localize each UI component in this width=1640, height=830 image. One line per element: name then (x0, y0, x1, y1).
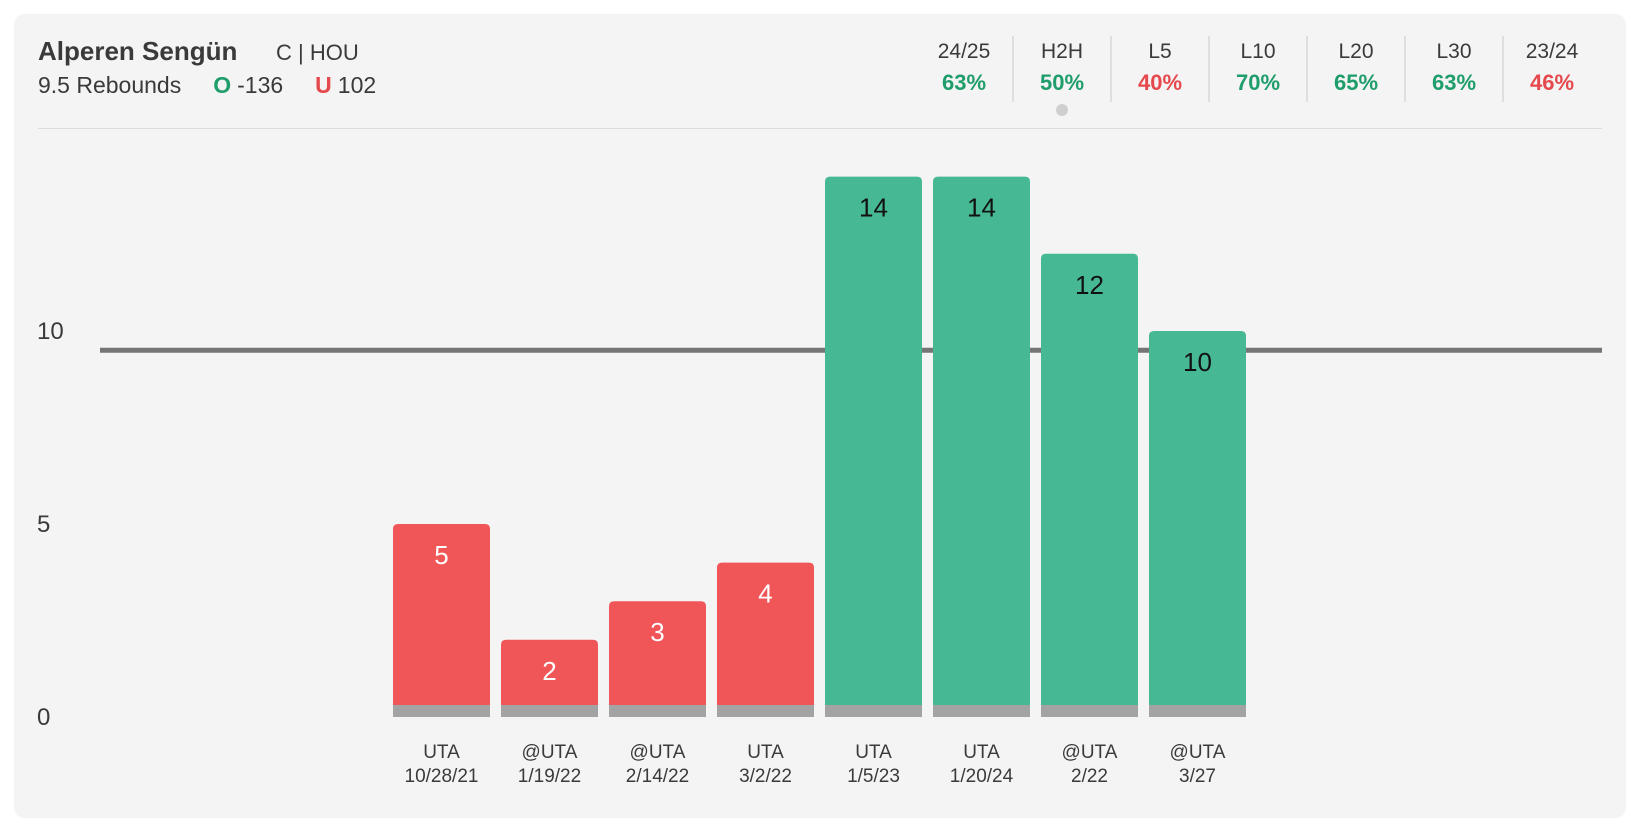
tab-label: H2H (1040, 40, 1083, 63)
header-divider (38, 128, 1602, 129)
bar (609, 601, 706, 717)
y-tick-label: 10 (37, 318, 64, 345)
tab-label: 24/25 (937, 40, 991, 63)
bar-value-label: 2 (542, 656, 556, 686)
tab-value: 46% (1529, 70, 1575, 95)
bar (717, 562, 814, 717)
bar-base (1149, 705, 1246, 717)
x-tick-opponent: UTA (855, 742, 892, 763)
x-tick-date: 3/2/22 (739, 766, 792, 787)
bar-value-label: 4 (758, 579, 772, 609)
prop-line: 9.5 Rebounds O -136 U 102 (38, 72, 376, 99)
tab-label: L10 (1240, 40, 1276, 63)
tab-l20[interactable]: L20 65% (1306, 36, 1404, 102)
x-tick-date: 1/19/22 (518, 766, 581, 787)
bar-base (501, 705, 598, 717)
prop-label: 9.5 Rebounds (38, 72, 182, 98)
hit-rate-tabs: 24/25 63% H2H 50% L5 40% L10 70% L20 65%… (916, 36, 1600, 116)
bar-value-label: 5 (434, 540, 448, 570)
tab-23-24[interactable]: 23/24 46% (1502, 36, 1600, 102)
tab-value: 50% (1039, 70, 1085, 95)
bar (933, 176, 1030, 718)
x-tick-opponent: @UTA (522, 742, 578, 763)
tab-value: 70% (1235, 70, 1281, 95)
bar-base (825, 705, 922, 717)
x-tick-opponent: @UTA (630, 742, 686, 763)
tab-value: 65% (1333, 70, 1379, 95)
x-tick-date: 10/28/21 (405, 766, 479, 787)
x-tick-opponent: UTA (963, 742, 1000, 763)
over-odds[interactable]: -136 (237, 72, 284, 98)
y-tick-label: 5 (37, 511, 50, 538)
bar (825, 176, 922, 718)
x-tick-date: 1/5/23 (847, 766, 900, 787)
x-tick-date: 1/20/24 (950, 766, 1014, 787)
x-tick-date: 2/14/22 (626, 766, 689, 787)
tab-h2h[interactable]: H2H 50% (1012, 36, 1110, 116)
bar-base (933, 705, 1030, 717)
tab-label: L20 (1338, 40, 1374, 63)
tab-value: 63% (1431, 70, 1477, 95)
bar-base (609, 705, 706, 717)
bar (393, 524, 490, 717)
x-tick-opponent: @UTA (1062, 742, 1118, 763)
player-position-team: C | HOU (276, 40, 359, 65)
bar-value-label: 14 (859, 193, 888, 223)
bar-value-label: 10 (1183, 347, 1212, 377)
tab-l5[interactable]: L5 40% (1110, 36, 1208, 102)
y-tick-label: 0 (37, 704, 50, 731)
tab-label: 23/24 (1525, 40, 1579, 63)
bar-base (717, 705, 814, 717)
selected-indicator (1056, 104, 1068, 116)
tab-l30[interactable]: L30 63% (1404, 36, 1502, 102)
bar-value-label: 14 (967, 193, 996, 223)
tab-l10[interactable]: L10 70% (1208, 36, 1306, 102)
player-prop-card (14, 14, 1626, 818)
tab-value: 63% (941, 70, 987, 95)
tab-label: L5 (1148, 40, 1172, 63)
tab-label: L30 (1436, 40, 1472, 63)
bar (1149, 331, 1246, 717)
over-icon: O (213, 72, 232, 98)
x-tick-opponent: @UTA (1170, 742, 1226, 763)
bar-base (1041, 705, 1138, 717)
under-icon: U (315, 72, 332, 98)
player-name: Alperen Sengün (38, 36, 238, 66)
tab-value: 40% (1137, 70, 1183, 95)
bar (1041, 253, 1138, 718)
x-tick-date: 2/22 (1071, 766, 1108, 787)
tab-24-25[interactable]: 24/25 63% (916, 36, 1012, 102)
bar-base (393, 705, 490, 717)
x-tick-date: 3/27 (1179, 766, 1216, 787)
bar-value-label: 12 (1075, 270, 1104, 300)
bar-value-label: 3 (650, 617, 664, 647)
x-tick-opponent: UTA (423, 742, 460, 763)
under-odds[interactable]: 102 (337, 72, 377, 98)
x-tick-opponent: UTA (747, 742, 784, 763)
bar (501, 639, 598, 717)
